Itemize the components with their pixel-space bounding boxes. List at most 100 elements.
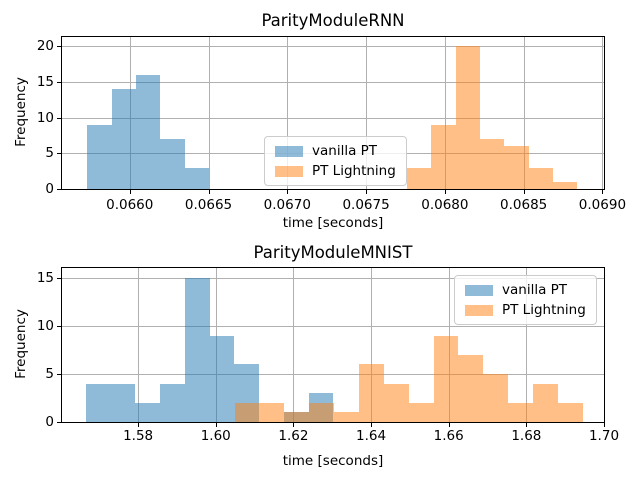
y-tick-mark <box>57 325 61 327</box>
x-gridline <box>138 268 140 422</box>
x-tick-label: 0.0685 <box>500 197 548 213</box>
histogram-bar <box>553 181 578 189</box>
y-tick-mark <box>57 189 61 190</box>
y-axis-label: Frequency <box>13 77 29 147</box>
histogram-bar <box>431 124 456 189</box>
y-tick-label: 5 <box>45 365 54 382</box>
histogram-bar <box>160 138 185 189</box>
x-tick-mark <box>604 423 605 427</box>
legend-label: PT Lightning <box>502 302 586 318</box>
x-tick-label: 0.0675 <box>342 197 390 213</box>
histogram-bar <box>184 277 210 422</box>
x-tick-mark <box>287 190 289 194</box>
histogram-bar <box>85 383 111 422</box>
y-gridline <box>62 117 604 119</box>
histogram-bar <box>557 402 583 422</box>
x-gridline <box>523 37 525 189</box>
x-tick-mark <box>215 423 217 427</box>
histogram-bar <box>259 402 285 422</box>
histogram-bar <box>433 335 459 422</box>
x-gridline <box>208 37 210 189</box>
y-tick-mark <box>57 422 61 423</box>
histogram-bar <box>111 88 137 189</box>
x-tick-mark <box>371 423 373 427</box>
histogram-bar <box>234 402 260 422</box>
histogram-bar <box>480 138 505 189</box>
y-tick-label: 15 <box>36 73 54 90</box>
x-tick-label: 1.60 <box>200 428 231 444</box>
y-tick-label: 0 <box>45 414 54 430</box>
legend-entry: vanilla PT <box>275 141 396 161</box>
x-tick-mark <box>129 190 131 194</box>
histogram-bar <box>284 412 310 422</box>
y-tick-label: 15 <box>36 269 54 286</box>
plot-area <box>61 267 605 423</box>
x-gridline <box>371 268 373 422</box>
y-gridline <box>62 277 604 279</box>
y-gridline <box>62 81 604 83</box>
histogram-bar <box>110 383 136 422</box>
y-gridline <box>62 325 604 327</box>
legend-entry: PT Lightning <box>465 300 586 320</box>
y-tick-label: 0 <box>45 181 54 197</box>
histogram-bar <box>159 383 185 422</box>
y-tick-mark <box>57 153 61 155</box>
y-gridline <box>62 373 604 375</box>
x-tick-label: 0.0680 <box>421 197 469 213</box>
legend-label: vanilla PT <box>312 143 378 159</box>
histogram-bar <box>504 146 529 189</box>
x-gridline <box>602 37 604 189</box>
x-gridline <box>444 37 446 189</box>
y-axis-label: Frequency <box>13 309 29 379</box>
legend-swatch-pt-lightning <box>465 304 493 316</box>
x-tick-label: 0.0665 <box>184 197 233 213</box>
x-tick-mark <box>208 190 210 194</box>
legend-label: vanilla PT <box>502 282 568 298</box>
histogram-bar <box>359 364 384 422</box>
histogram-bar <box>309 402 335 422</box>
x-tick-label: 1.66 <box>433 428 464 444</box>
legend: vanilla PT PT Lightning <box>454 275 597 325</box>
y-tick-mark <box>57 277 61 279</box>
y-gridline <box>62 46 604 47</box>
histogram-bar <box>458 354 484 422</box>
x-tick-mark <box>138 423 140 427</box>
x-gridline <box>287 37 289 189</box>
y-tick-label: 5 <box>45 145 54 162</box>
histogram-bar <box>136 74 161 189</box>
histogram-bar <box>184 167 210 189</box>
y-tick-label: 10 <box>36 109 54 126</box>
legend-swatch-pt-lightning <box>275 165 303 177</box>
x-tick-label: 1.68 <box>511 428 542 444</box>
x-tick-label: 1.70 <box>588 428 620 444</box>
x-gridline <box>293 268 295 422</box>
subplot-title: ParityModuleRNN <box>261 11 405 30</box>
y-tick-mark <box>57 117 61 119</box>
legend-swatch-vanilla-pt <box>275 145 303 157</box>
x-tick-mark <box>444 190 446 194</box>
histogram-bar <box>455 46 481 189</box>
y-tick-mark <box>57 46 61 47</box>
legend-swatch-vanilla-pt <box>465 284 493 296</box>
histogram-bar <box>135 402 160 422</box>
x-axis-label: time [seconds] <box>282 453 384 469</box>
y-tick-label: 10 <box>36 317 54 334</box>
x-tick-label: 1.64 <box>356 428 387 444</box>
y-tick-mark <box>57 81 61 83</box>
histogram-bar <box>483 373 509 422</box>
histogram-bar <box>408 402 434 422</box>
x-tick-mark <box>448 423 450 427</box>
x-tick-mark <box>366 190 368 194</box>
histogram-bar <box>528 167 554 189</box>
histogram-bar <box>209 335 235 422</box>
legend-label: PT Lightning <box>312 163 396 179</box>
x-gridline <box>526 268 528 422</box>
subplot-title: ParityModuleMNIST <box>253 243 413 262</box>
legend: vanilla PT PT Lightning <box>264 136 407 186</box>
histogram-bar <box>334 412 359 422</box>
x-tick-mark <box>293 423 295 427</box>
x-gridline <box>366 37 368 189</box>
x-tick-label: 0.0690 <box>578 197 627 213</box>
x-axis-label: time [seconds] <box>282 215 384 231</box>
